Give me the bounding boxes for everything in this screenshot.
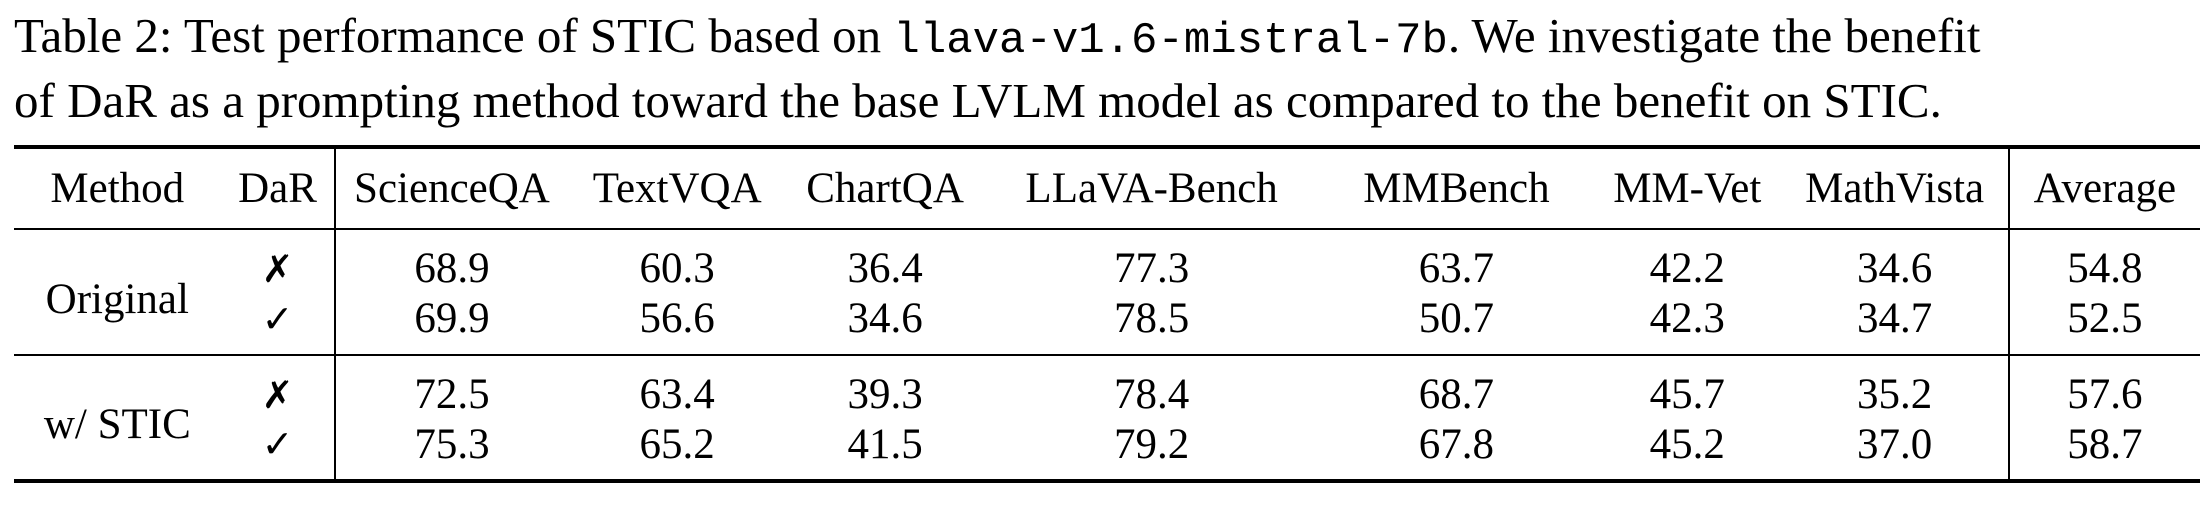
cell-llava-bench: 78.5 <box>1113 295 1190 342</box>
results-table: Method DaR ScienceQA TextVQA ChartQA LLa… <box>14 145 2200 483</box>
cell-average-best: 58.7 <box>2067 420 2143 468</box>
cell-textvqa: 63.4 <box>639 371 715 418</box>
cell-textvqa: 56.6 <box>639 295 715 342</box>
cell-mmbench: 50.7 <box>1418 295 1495 342</box>
table-row: ✓ 69.9 56.6 34.6 78.5 50.7 42.3 34.7 52.… <box>14 293 2200 355</box>
header-textvqa: TextVQA <box>592 165 762 212</box>
dar-check-icon: ✓ <box>261 422 294 466</box>
cell-mathvista: 35.2 <box>1781 355 2010 419</box>
cell-textvqa-best: 65.2 <box>639 420 715 468</box>
cell-chartqa: 39.3 <box>847 371 923 418</box>
header-method: Method <box>50 165 185 212</box>
header-mmbench: MMBench <box>1363 165 1550 212</box>
cell-mathvista: 34.6 <box>1781 229 2010 293</box>
header-mm-vet: MM-Vet <box>1613 165 1762 212</box>
cell-mmbench: 67.8 <box>1418 420 1495 468</box>
header-llava-bench: LLaVA-Bench <box>1025 165 1278 212</box>
cell-mm-vet: 42.2 <box>1649 245 1725 292</box>
group-original: Original ✗ 68.9 60.3 36.4 77.3 63.7 42.2… <box>14 229 2200 355</box>
table-row: Original ✗ 68.9 60.3 36.4 77.3 63.7 42.2… <box>14 229 2200 323</box>
dar-cross-icon: ✗ <box>261 372 294 417</box>
caption-text-part-2: . We investigate the benefit <box>1447 8 1981 63</box>
cell-textvqa: 60.3 <box>639 245 715 292</box>
cell-average: 57.6 <box>2067 371 2143 418</box>
cell-scienceqa: 69.9 <box>334 293 568 355</box>
caption-line-1: Table 2: Test performance of STIC based … <box>14 6 2204 71</box>
group-with-stic: w/ STIC ✗ 72.5 63.4 39.3 78.4 68.7 45.7 … <box>14 355 2200 481</box>
table-header: Method DaR ScienceQA TextVQA ChartQA LLa… <box>14 147 2200 229</box>
cell-mm-vet: 45.2 <box>1649 420 1725 468</box>
cell-scienceqa-best: 75.3 <box>334 419 568 481</box>
table-row: w/ STIC ✗ 72.5 63.4 39.3 78.4 68.7 45.7 … <box>14 355 2200 448</box>
cell-chartqa: 36.4 <box>847 245 923 292</box>
cell-llava-bench-best: 79.2 <box>1113 420 1190 468</box>
cell-scienceqa: 72.5 <box>334 355 568 419</box>
caption-model-name: llava-v1.6-mistral-7b <box>893 16 1448 66</box>
caption-text-part-1: Test performance of STIC based on <box>172 8 894 63</box>
cell-mmbench-best: 68.7 <box>1418 371 1495 418</box>
cell-mathvista-best: 37.0 <box>1781 419 2010 481</box>
cell-average: 54.8 <box>2067 245 2143 292</box>
header-dar: DaR <box>238 165 317 212</box>
dar-cross-icon: ✗ <box>261 246 294 291</box>
dar-check-icon: ✓ <box>261 296 294 341</box>
header-average: Average <box>2033 165 2177 212</box>
cell-llava-bench: 77.3 <box>1113 245 1190 292</box>
header-mathvista: MathVista <box>1781 147 2010 229</box>
cell-scienceqa: 68.9 <box>334 229 568 293</box>
cell-llava-bench: 78.4 <box>1113 371 1190 418</box>
table-row: ✓ 75.3 65.2 41.5 79.2 67.8 45.2 37.0 58.… <box>14 419 2200 481</box>
caption-label: Table 2: <box>14 8 173 63</box>
method-cell: Original <box>45 275 189 323</box>
header-chartqa: ChartQA <box>806 165 964 212</box>
cell-mm-vet-best: 45.7 <box>1649 371 1725 418</box>
header-scienceqa: ScienceQA <box>334 147 568 229</box>
cell-mmbench: 63.7 <box>1418 245 1495 292</box>
cell-chartqa-best: 41.5 <box>847 420 923 468</box>
caption-line-2: of DaR as a prompting method toward the … <box>14 73 1942 128</box>
cell-mathvista: 34.7 <box>1781 293 2010 355</box>
cell-chartqa: 34.6 <box>847 295 923 342</box>
method-cell: w/ STIC <box>43 401 191 448</box>
table-caption: Table 2: Test performance of STIC based … <box>14 6 2204 131</box>
cell-average: 52.5 <box>2067 295 2143 342</box>
cell-mm-vet: 42.3 <box>1649 295 1725 342</box>
header-row: Method DaR ScienceQA TextVQA ChartQA LLa… <box>14 147 2200 229</box>
